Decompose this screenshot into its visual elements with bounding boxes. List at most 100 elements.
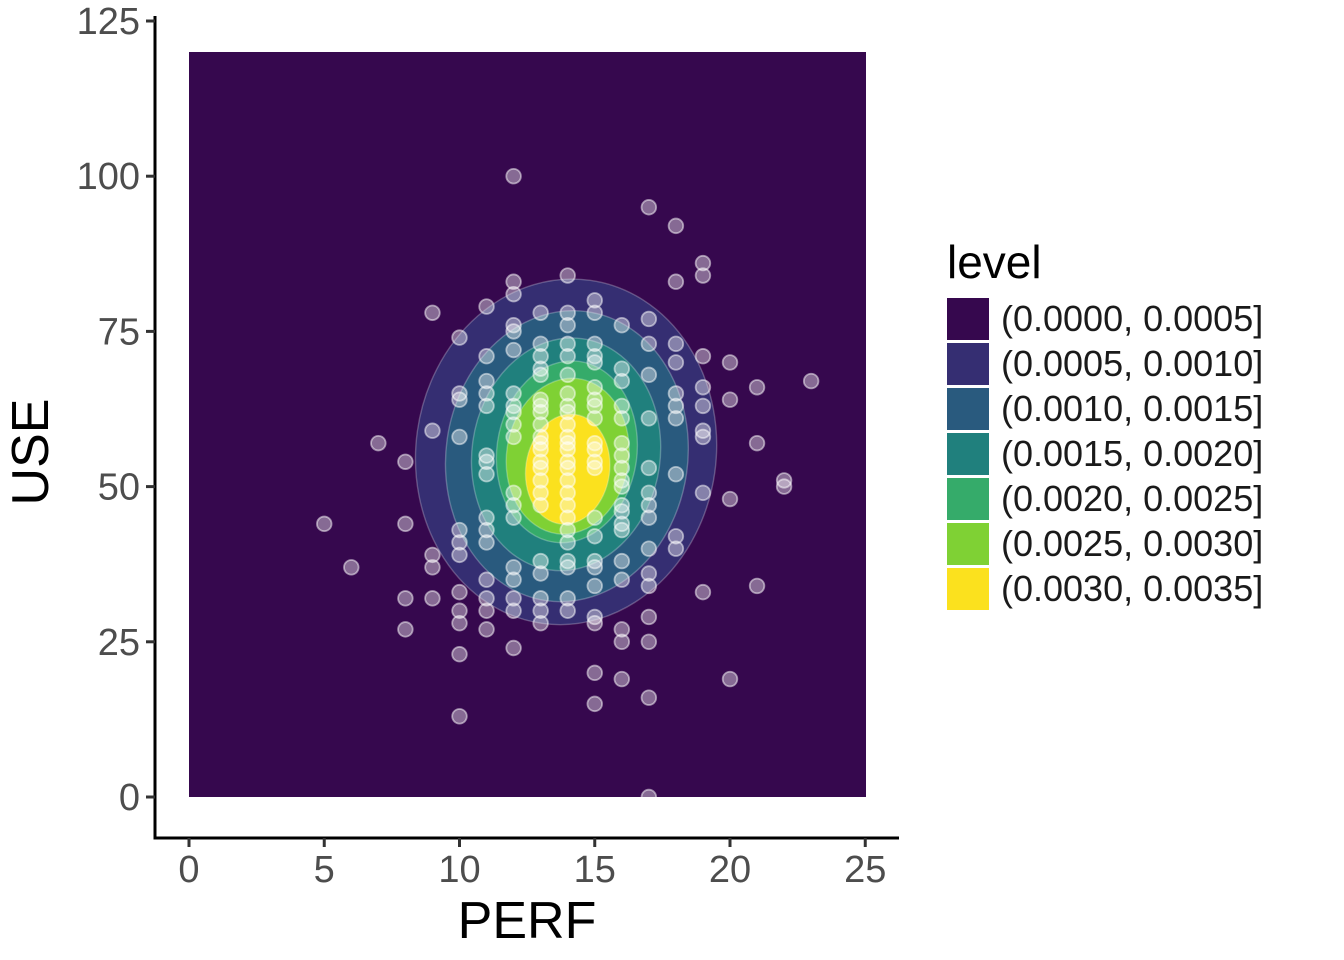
data-point xyxy=(640,608,658,626)
data-point xyxy=(586,459,603,477)
data-point xyxy=(370,434,387,452)
data-point xyxy=(505,571,522,588)
data-point xyxy=(667,465,685,483)
data-point xyxy=(640,310,658,328)
data-point xyxy=(721,670,739,688)
data-point xyxy=(451,614,468,632)
data-point xyxy=(613,621,631,638)
data-point xyxy=(532,416,549,433)
data-point xyxy=(532,428,549,446)
data-point xyxy=(451,391,468,408)
data-point xyxy=(559,552,576,570)
data-point xyxy=(613,434,631,452)
data-point xyxy=(532,472,549,489)
data-point xyxy=(505,639,522,657)
legend-swatch xyxy=(947,523,989,565)
data-point xyxy=(559,267,576,284)
data-point xyxy=(586,664,603,682)
data-point xyxy=(505,341,522,359)
data-point xyxy=(667,385,685,402)
data-point xyxy=(532,403,549,421)
data-point xyxy=(478,453,495,470)
data-point xyxy=(559,434,576,452)
data-point xyxy=(586,397,603,415)
data-point xyxy=(532,335,549,353)
data-point xyxy=(694,397,712,415)
legend-title: level xyxy=(947,236,1042,288)
data-point xyxy=(559,459,576,477)
data-point xyxy=(586,410,603,427)
data-point xyxy=(532,453,549,470)
data-point xyxy=(505,509,522,526)
y-tick-label: 75 xyxy=(98,311,140,353)
legend-swatch xyxy=(947,433,989,475)
data-point xyxy=(559,534,576,551)
y-tick-label: 25 xyxy=(98,622,140,664)
data-point xyxy=(586,608,603,626)
data-point xyxy=(478,348,495,365)
data-point xyxy=(586,695,603,713)
data-point xyxy=(613,571,631,588)
data-point xyxy=(640,788,658,806)
data-point xyxy=(721,490,739,508)
data-point xyxy=(586,528,603,545)
data-point xyxy=(586,391,603,408)
data-point xyxy=(451,583,468,601)
data-point xyxy=(694,422,712,439)
x-tick-label: 5 xyxy=(314,849,335,891)
data-point xyxy=(586,379,603,396)
data-point xyxy=(613,459,631,477)
data-point xyxy=(613,497,631,514)
data-point xyxy=(640,199,658,216)
data-point xyxy=(559,559,576,576)
data-point xyxy=(451,646,468,663)
data-point xyxy=(478,298,495,315)
data-point xyxy=(613,410,631,427)
data-point xyxy=(316,515,333,533)
data-point xyxy=(478,509,495,526)
data-point xyxy=(613,503,631,520)
legend-label: (0.0020, 0.0025] xyxy=(1001,478,1263,519)
data-point xyxy=(451,385,468,402)
data-point xyxy=(559,366,576,384)
legend-label: (0.0015, 0.0020] xyxy=(1001,433,1263,474)
data-point xyxy=(640,410,658,427)
data-point xyxy=(424,559,441,576)
data-point xyxy=(694,348,712,365)
data-point xyxy=(667,273,685,290)
data-point xyxy=(559,416,576,433)
data-point xyxy=(505,484,522,502)
data-point xyxy=(586,354,603,371)
data-point xyxy=(667,540,685,557)
data-point xyxy=(802,372,820,390)
data-point xyxy=(613,670,631,688)
data-point xyxy=(559,428,576,446)
data-point xyxy=(640,565,658,582)
data-point xyxy=(559,304,576,321)
data-point xyxy=(721,391,739,408)
data-point xyxy=(559,521,576,539)
data-point xyxy=(532,484,549,502)
data-point xyxy=(667,397,685,415)
legend-label: (0.0005, 0.0010] xyxy=(1001,343,1263,384)
data-point xyxy=(505,497,522,514)
data-point xyxy=(559,472,576,489)
data-point xyxy=(694,428,712,446)
data-point xyxy=(586,577,603,595)
data-point xyxy=(613,515,631,533)
data-point xyxy=(640,335,658,353)
data-point xyxy=(532,366,549,384)
data-point xyxy=(424,304,441,321)
data-point xyxy=(613,447,631,464)
data-point xyxy=(397,590,414,607)
data-point xyxy=(667,354,685,371)
data-point xyxy=(505,323,522,340)
data-point xyxy=(532,391,549,408)
y-tick-label: 100 xyxy=(77,156,140,198)
y-axis-title: USE xyxy=(2,399,60,506)
data-point xyxy=(478,385,495,402)
data-point xyxy=(478,372,495,390)
data-point xyxy=(586,441,603,458)
